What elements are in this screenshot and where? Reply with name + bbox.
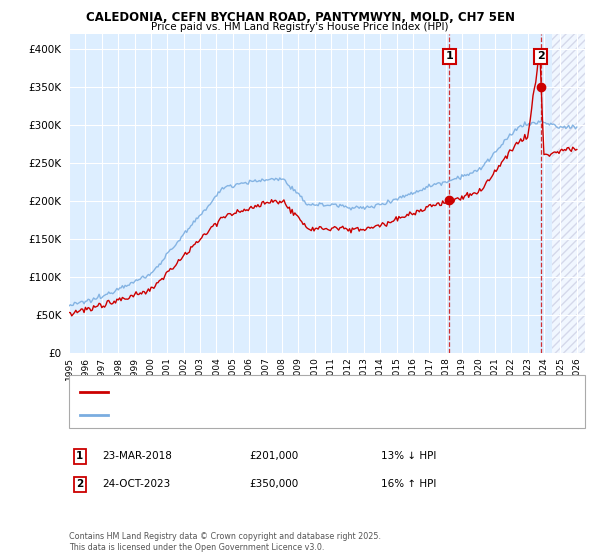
Text: 13% ↓ HPI: 13% ↓ HPI — [381, 451, 436, 461]
Text: HPI: Average price, detached house, Flintshire: HPI: Average price, detached house, Flin… — [112, 410, 322, 419]
Text: 23-MAR-2018: 23-MAR-2018 — [102, 451, 172, 461]
Text: 1: 1 — [76, 451, 83, 461]
Text: 2: 2 — [76, 479, 83, 489]
Text: Price paid vs. HM Land Registry's House Price Index (HPI): Price paid vs. HM Land Registry's House … — [151, 22, 449, 32]
Text: 16% ↑ HPI: 16% ↑ HPI — [381, 479, 436, 489]
Text: £201,000: £201,000 — [249, 451, 298, 461]
Text: CALEDONIA, CEFN BYCHAN ROAD, PANTYMWYN, MOLD, CH7 5EN: CALEDONIA, CEFN BYCHAN ROAD, PANTYMWYN, … — [86, 11, 515, 24]
Text: CALEDONIA, CEFN BYCHAN ROAD, PANTYMWYN, MOLD, CH7 5EN (detached house): CALEDONIA, CEFN BYCHAN ROAD, PANTYMWYN, … — [112, 388, 485, 396]
Text: 2: 2 — [537, 52, 544, 62]
Text: 1: 1 — [445, 52, 453, 62]
Text: 24-OCT-2023: 24-OCT-2023 — [102, 479, 170, 489]
Text: Contains HM Land Registry data © Crown copyright and database right 2025.
This d: Contains HM Land Registry data © Crown c… — [69, 532, 381, 552]
Bar — [552, 34, 585, 353]
Text: £350,000: £350,000 — [249, 479, 298, 489]
